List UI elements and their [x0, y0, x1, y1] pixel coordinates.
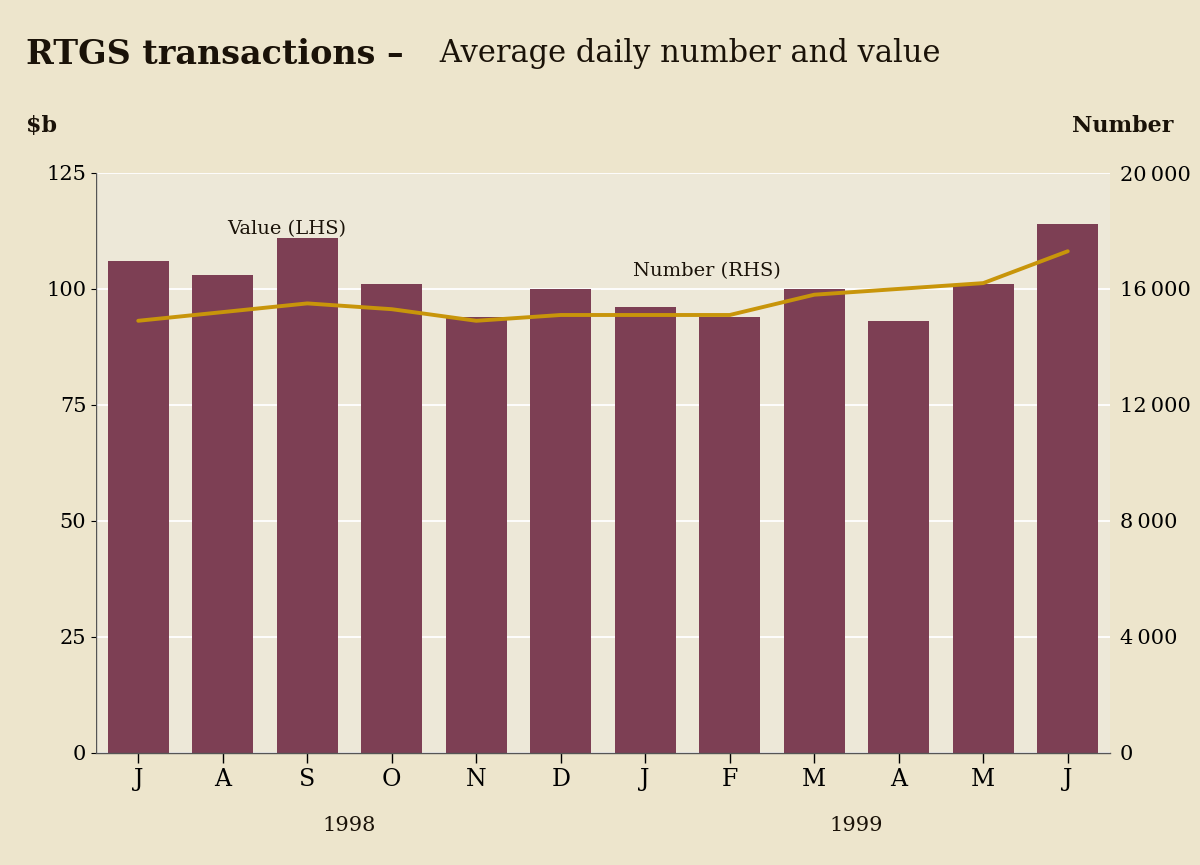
Bar	[1037, 224, 1098, 753]
Bar	[108, 261, 169, 753]
Bar	[614, 307, 676, 753]
Bar	[530, 289, 592, 753]
Bar	[277, 238, 337, 753]
Text: 1999: 1999	[829, 817, 883, 836]
Text: 1998: 1998	[323, 817, 376, 836]
Bar	[869, 322, 929, 753]
Bar	[446, 317, 506, 753]
Bar	[700, 317, 760, 753]
Text: RTGS transactions –: RTGS transactions –	[26, 38, 404, 71]
Text: $b: $b	[26, 115, 58, 137]
Bar	[361, 285, 422, 753]
Text: Value (LHS): Value (LHS)	[227, 220, 346, 238]
Bar	[953, 285, 1014, 753]
Text: Number (RHS): Number (RHS)	[632, 261, 780, 279]
Text: Number: Number	[1073, 115, 1174, 137]
Bar	[784, 289, 845, 753]
Text: Average daily number and value: Average daily number and value	[430, 38, 940, 69]
Bar	[192, 275, 253, 753]
